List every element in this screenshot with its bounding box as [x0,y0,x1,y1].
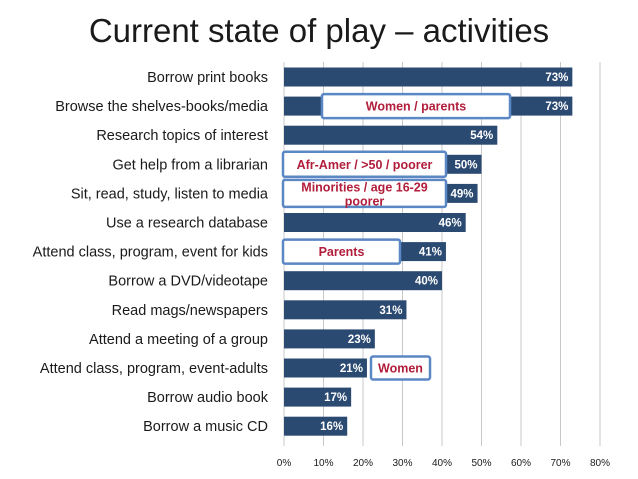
bar [284,271,442,291]
callouts: Women / parents Afr-Amer / >50 / poorer Mi… [281,92,512,381]
callout-box [281,178,448,209]
bar-value-label: 73% [545,72,568,84]
category-label: Attend class, program, event-adults [40,361,268,377]
callout: Women [369,355,432,381]
category-label: Research topics of interest [96,128,268,144]
x-axis-ticks: 0% 10% 20% 30% 40% 50% 60% 70% 80% [277,458,610,469]
x-tick-label: 30% [392,458,412,469]
x-tick-label: 0% [277,458,292,469]
bar [284,329,375,349]
x-tick-label: 60% [511,458,531,469]
slide-title: Current state of play – activities [88,12,550,49]
category-label: Attend class, program, event for kids [33,245,268,261]
bar-value-label: 49% [451,188,474,200]
category-label: Browse the shelves-books/media [55,99,269,115]
bar [284,67,573,87]
bar-value-label: 50% [454,159,477,171]
bar-value-label: 54% [470,130,493,142]
bar [284,416,348,436]
category-label: Borrow print books [147,70,268,86]
callout: Minorities / age 16-29 poorer [281,178,448,209]
bar [284,125,498,145]
x-tick-label: 20% [353,458,373,469]
category-label: Sit, read, study, listen to media [71,186,269,202]
bar-value-label: 17% [324,392,347,404]
bar [284,387,352,407]
callout-box [320,92,512,120]
category-label: Borrow audio book [147,390,269,406]
category-label: Attend a meeting of a group [89,332,268,348]
category-label: Get help from a librarian [112,157,268,173]
bar-value-label: 23% [348,334,371,346]
bar [284,300,407,320]
bar [284,358,367,378]
x-tick-label: 40% [432,458,452,469]
callout-label: Women / parents [366,100,467,114]
callout: Afr-Amer / >50 / poorer [281,150,448,179]
bar-value-label: 16% [320,421,343,433]
bar-value-label: 41% [419,247,442,259]
callout: Women / parents [320,92,512,120]
callout-box [281,150,448,179]
x-tick-label: 70% [550,458,570,469]
callout-label: Parents [319,245,365,259]
callout-label: Minorities / age 16-29 poorer [301,180,427,208]
bar [284,213,466,232]
category-label: Borrow a DVD/videotape [108,274,268,290]
callout: Parents [281,238,402,265]
category-label: Borrow a music CD [143,419,268,435]
bar-value-label: 31% [379,305,402,317]
x-tick-label: 50% [471,458,491,469]
category-labels: Borrow print books Browse the shelves-boo… [33,70,269,435]
bar-value-label: 46% [439,218,462,230]
callout-box [281,238,402,265]
bar-value-label: 73% [545,101,568,113]
callout-label: Women [378,362,423,376]
bar-value-label: 21% [340,363,363,375]
category-label: Read mags/newspapers [112,303,268,319]
callout-box [369,355,432,381]
callout-label: Afr-Amer / >50 / poorer [297,158,433,172]
x-tick-label: 80% [590,458,610,469]
category-label: Use a research database [106,216,268,232]
bar-value-label: 40% [415,276,438,288]
x-tick-label: 10% [313,458,333,469]
